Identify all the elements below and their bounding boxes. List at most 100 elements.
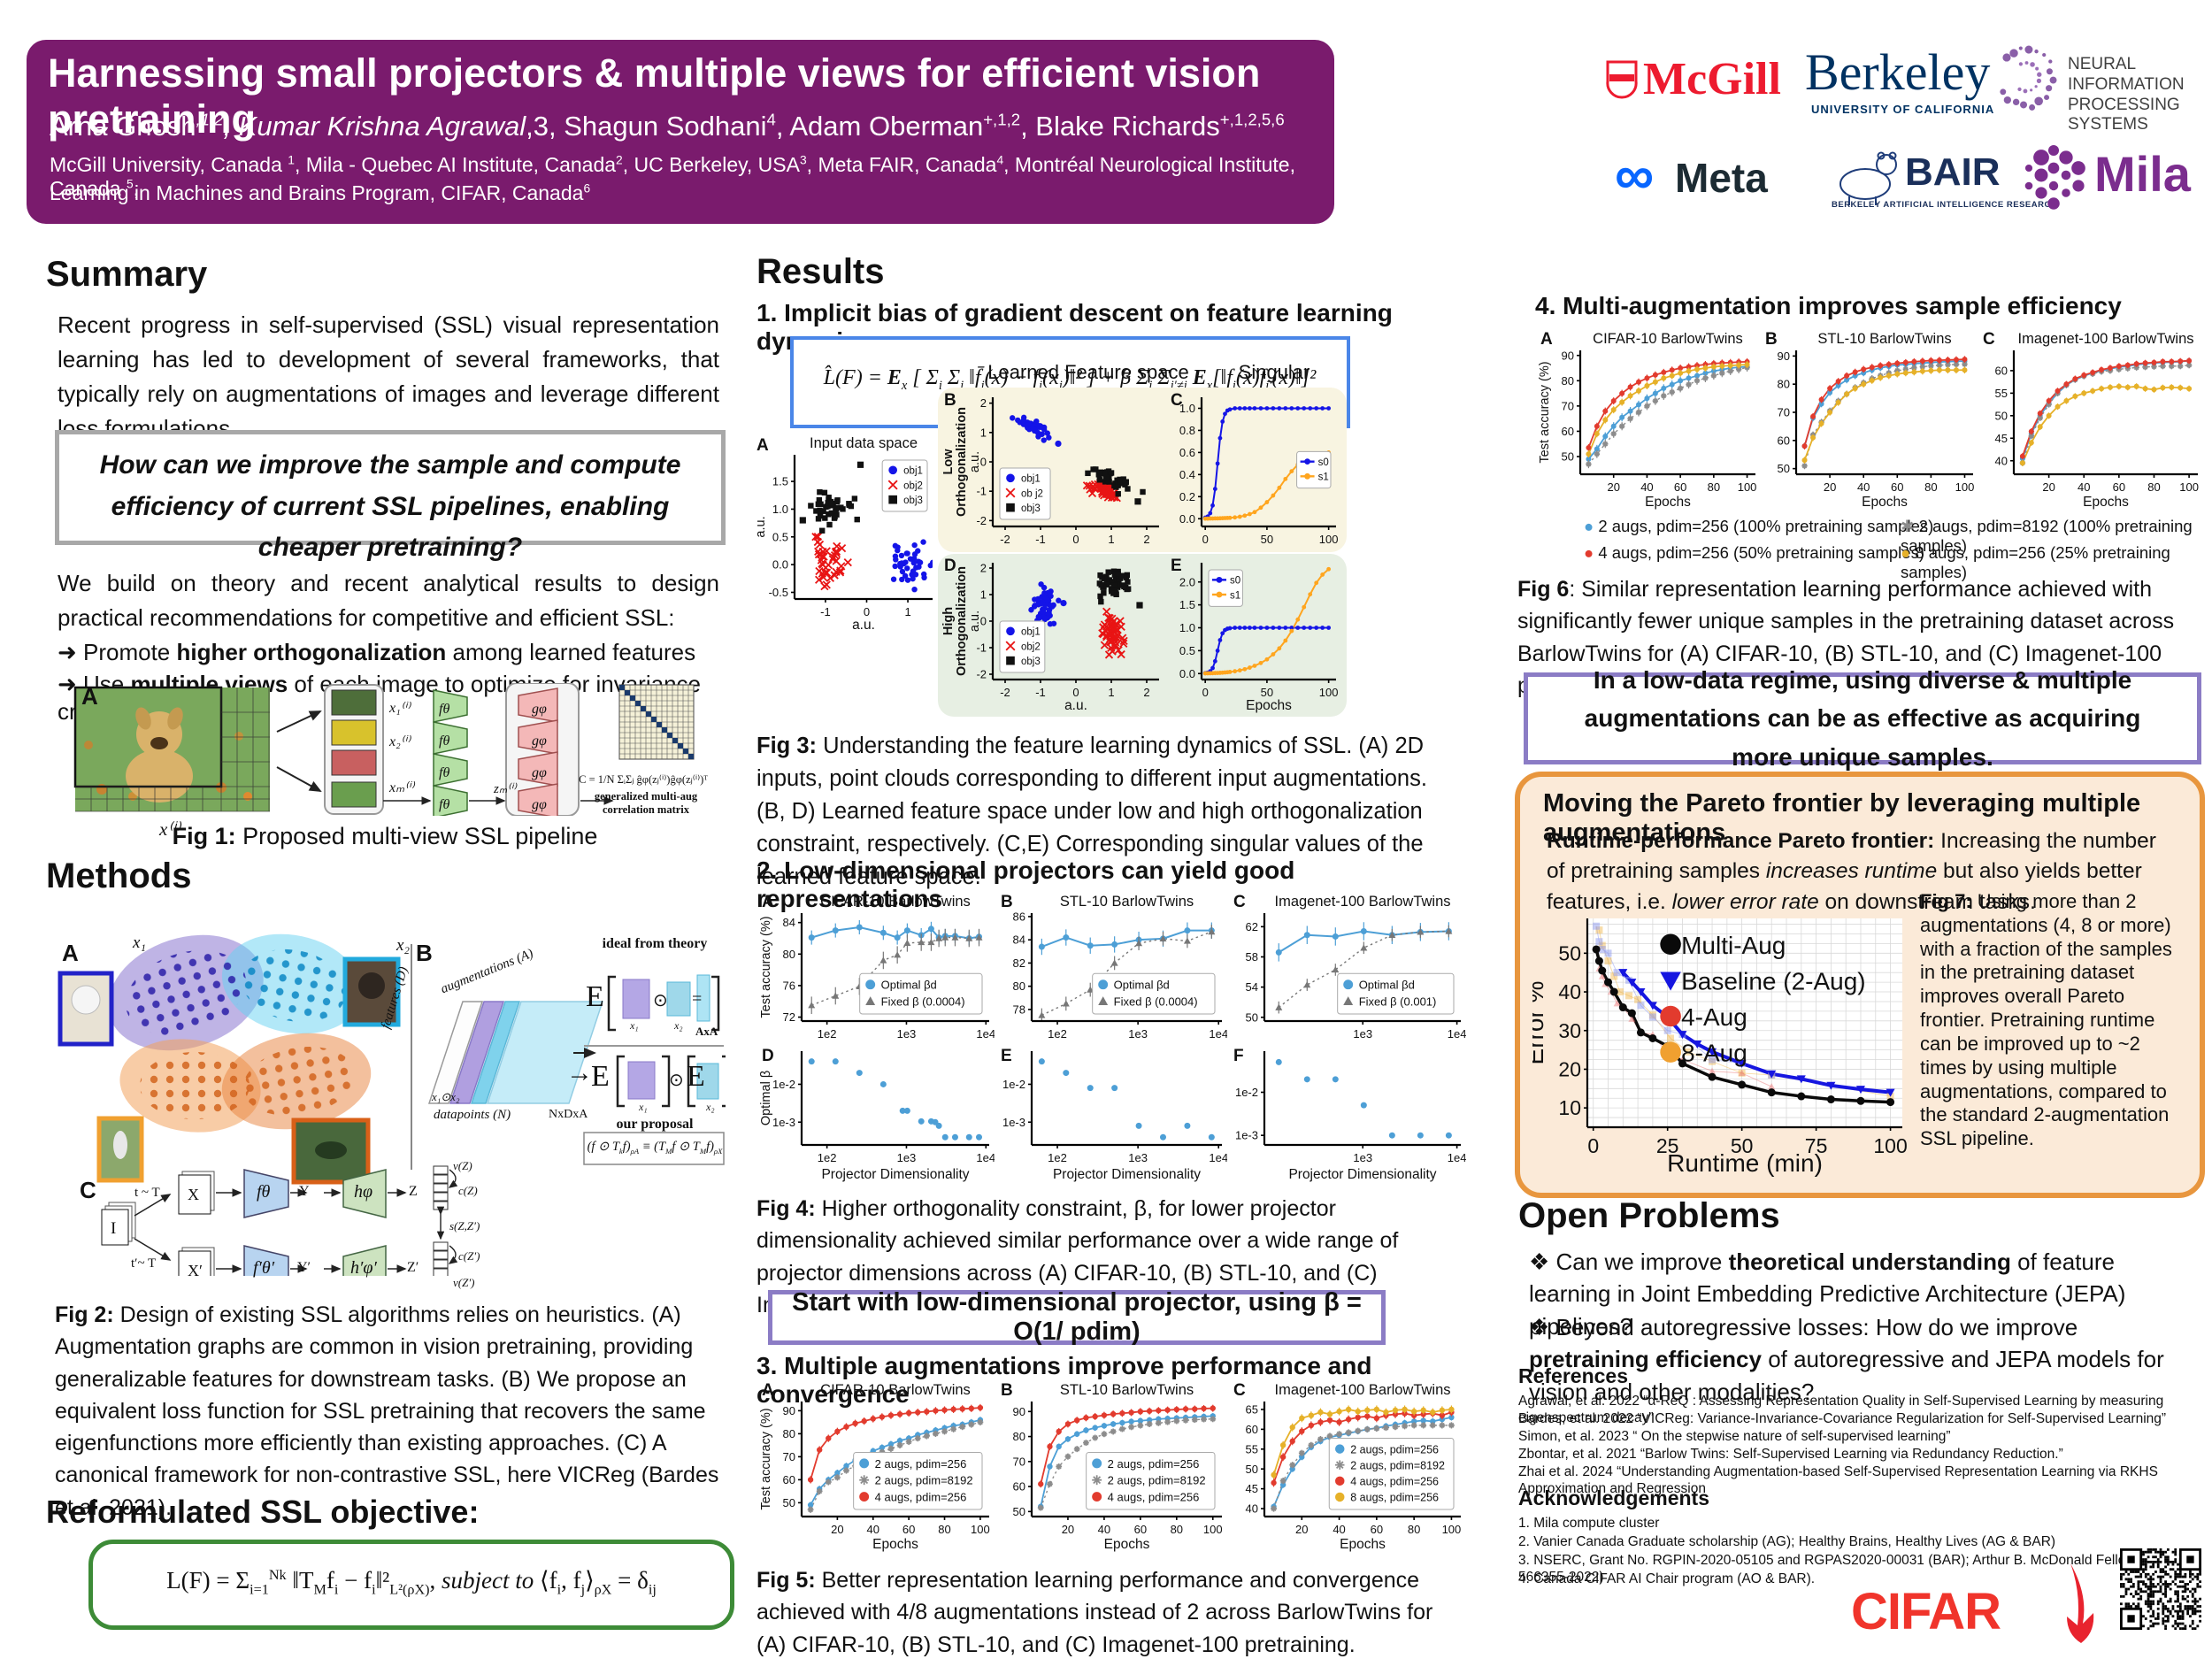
svg-text:60: 60	[1674, 480, 1686, 494]
fig2-E2: E	[591, 1060, 610, 1093]
svg-text:1e-2: 1e-2	[1002, 1078, 1025, 1091]
summary-p2: We build on theory and recent analytical…	[58, 570, 719, 631]
svg-text:a.u.: a.u.	[1064, 698, 1087, 713]
svg-text:Optimal βd: Optimal βd	[1359, 979, 1415, 992]
references-heading: References	[1518, 1364, 1629, 1387]
svg-text:1e-3: 1e-3	[1235, 1129, 1258, 1142]
svg-text:Optimal β: Optimal β	[759, 1071, 773, 1125]
svg-text:2: 2	[1143, 533, 1149, 546]
fig2-x2s: x₂	[674, 1019, 683, 1032]
svg-text:40: 40	[2078, 480, 2090, 494]
fig2-odot1: ⊙	[653, 991, 668, 1010]
ack-item-1: 1. Mila compute cluster	[1518, 1516, 1660, 1531]
fig2-Yp-label: Y′	[297, 1260, 311, 1275]
svg-text:Fixed β (0.001): Fixed β (0.001)	[1359, 995, 1437, 1009]
svg-text:40: 40	[1333, 1523, 1345, 1536]
svg-text:D: D	[944, 557, 956, 575]
svg-text:obj1: obj1	[1021, 627, 1041, 638]
svg-text:0.4: 0.4	[1179, 468, 1195, 481]
ack-item-2: 2. Vanier Canada Graduate scholarship (A…	[1518, 1534, 2056, 1549]
svg-text:80: 80	[1562, 374, 1574, 388]
meta-logo: Meta	[1675, 155, 1768, 201]
fig2-cZp-label: c(Z′)	[458, 1249, 480, 1263]
svg-text:a.u.: a.u.	[754, 516, 768, 537]
fig2-panelA-photos	[58, 956, 401, 1185]
fig1-panelA-label: A	[81, 683, 98, 710]
svg-text:1.0: 1.0	[772, 503, 788, 516]
fig2-ideal-label: ideal from theory	[602, 936, 708, 951]
berkeley-sub: UNIVERSITY OF CALIFORNIA	[1811, 103, 1995, 116]
svg-text:High: High	[941, 607, 956, 635]
svg-text:1.0: 1.0	[1179, 402, 1195, 415]
svg-text:B: B	[1001, 1381, 1013, 1400]
svg-text:0: 0	[1072, 686, 1079, 699]
legend-dot-blue-icon: ●	[1584, 517, 1594, 535]
svg-text:65: 65	[1246, 1403, 1258, 1417]
svg-text:1e-3: 1e-3	[1002, 1116, 1025, 1129]
svg-text:-1: -1	[1035, 686, 1046, 699]
svg-text:40: 40	[1558, 980, 1581, 1003]
svg-text:1e4: 1e4	[1209, 1027, 1227, 1041]
svg-text:8 augs, pdim=256: 8 augs, pdim=256	[1350, 1492, 1439, 1504]
svg-text:Low: Low	[941, 449, 956, 475]
fig5-panel-c: 20 40 60 80 100 40 45 50 55 60 65 Imagenet-100 Barl…	[1231, 1380, 1466, 1554]
svg-text:1e4: 1e4	[1209, 1151, 1227, 1164]
fig6-legend-label2: 2 augs, pdim=8192 (100% pretraining samp…	[1901, 517, 2193, 555]
svg-text:a.u.: a.u.	[968, 611, 982, 632]
svg-text:obj3: obj3	[1021, 657, 1041, 667]
fig2-hphip-label: h′φ′	[350, 1258, 377, 1278]
svg-text:60: 60	[1778, 434, 1790, 447]
reference-item-4: Zbontar, et al. 2021 “Barlow Twins: Self…	[1518, 1447, 2063, 1462]
fig2-cZ-label: c(Z)	[458, 1184, 478, 1197]
fig4-panel-e: 1e2 1e3 1e4 1e-2 1e-3 E Projector Dimensionali…	[998, 1046, 1227, 1184]
svg-text:1: 1	[1108, 686, 1114, 699]
fig1-c-formula: C = 1/N ΣᵢΣⱼ ĝφ(zⱼ⁽ⁱ⁾)ĝφ(zⱼ⁽ⁱ⁾)ᵀ	[579, 773, 708, 786]
fig6-legend-item1: ● 2 augs, pdim=256 (100% pretraining sam…	[1584, 517, 1933, 536]
svg-text:-0.5: -0.5	[769, 586, 788, 599]
fig2-tpT-label: t′~ T	[131, 1256, 157, 1271]
svg-text:80: 80	[1013, 1430, 1025, 1443]
svg-text:Epochs: Epochs	[1862, 495, 1908, 510]
svg-text:100: 100	[2179, 480, 2199, 494]
svg-text:0.6: 0.6	[1179, 446, 1195, 459]
svg-text:40: 40	[1246, 1502, 1258, 1516]
svg-text:1e3: 1e3	[897, 1151, 917, 1164]
fig1-projectors	[505, 683, 580, 816]
svg-text:obj3: obj3	[903, 495, 923, 506]
fig2-axa: AxA	[695, 1025, 718, 1038]
open-problems-heading: Open Problems	[1518, 1196, 1780, 1235]
qr-code	[2120, 1548, 2201, 1630]
svg-text:50: 50	[1013, 1505, 1025, 1518]
fig2-odot2: ⊙	[669, 1071, 684, 1090]
ack-item-3: 3. NSERC, Grant No. RGPIN-2020-05105 and…	[1518, 1553, 2165, 1586]
svg-text:obj1: obj1	[903, 466, 923, 477]
fig2-dataN-label: datapoints (N)	[434, 1108, 511, 1122]
svg-text:Orthogonalization: Orthogonalization	[955, 566, 969, 676]
fig5-caption: Fig 5: Better representation learning pe…	[757, 1568, 1433, 1657]
fig2-panelA-blobs	[108, 933, 372, 1133]
svg-text:70: 70	[1013, 1455, 1025, 1468]
svg-text:s1: s1	[1318, 472, 1329, 483]
svg-text:Runtime (min): Runtime (min)	[1667, 1149, 1823, 1177]
svg-text:100: 100	[1955, 480, 1975, 494]
svg-text:60: 60	[783, 1473, 795, 1486]
svg-text:100: 100	[971, 1523, 990, 1536]
pareto-title: Moving the Pareto frontier by leveraging…	[1543, 789, 2141, 847]
fig6-legend-item4: ● 8 augs, pdim=256 (25% pretraining samp…	[1901, 543, 2203, 582]
svg-text:-2: -2	[976, 668, 987, 681]
fig1-f3-label: fθ	[439, 765, 450, 780]
svg-text:1e4: 1e4	[1448, 1027, 1466, 1041]
svg-text:1e-2: 1e-2	[772, 1078, 795, 1091]
svg-text:1e4: 1e4	[976, 1027, 995, 1041]
svg-text:100: 100	[1873, 1134, 1907, 1157]
svg-text:A: A	[1540, 330, 1553, 349]
svg-text:C: C	[1233, 1381, 1246, 1400]
svg-text:20: 20	[1295, 1523, 1308, 1536]
svg-text:0: 0	[864, 605, 870, 618]
reference-item-5: Zhai et al. 2024 “Understanding Augmenta…	[1518, 1464, 2158, 1497]
fig1-diagram	[73, 683, 695, 816]
svg-text:20: 20	[1824, 480, 1836, 494]
fig2-A-label: A	[62, 940, 79, 966]
svg-text:60: 60	[1013, 1480, 1025, 1494]
